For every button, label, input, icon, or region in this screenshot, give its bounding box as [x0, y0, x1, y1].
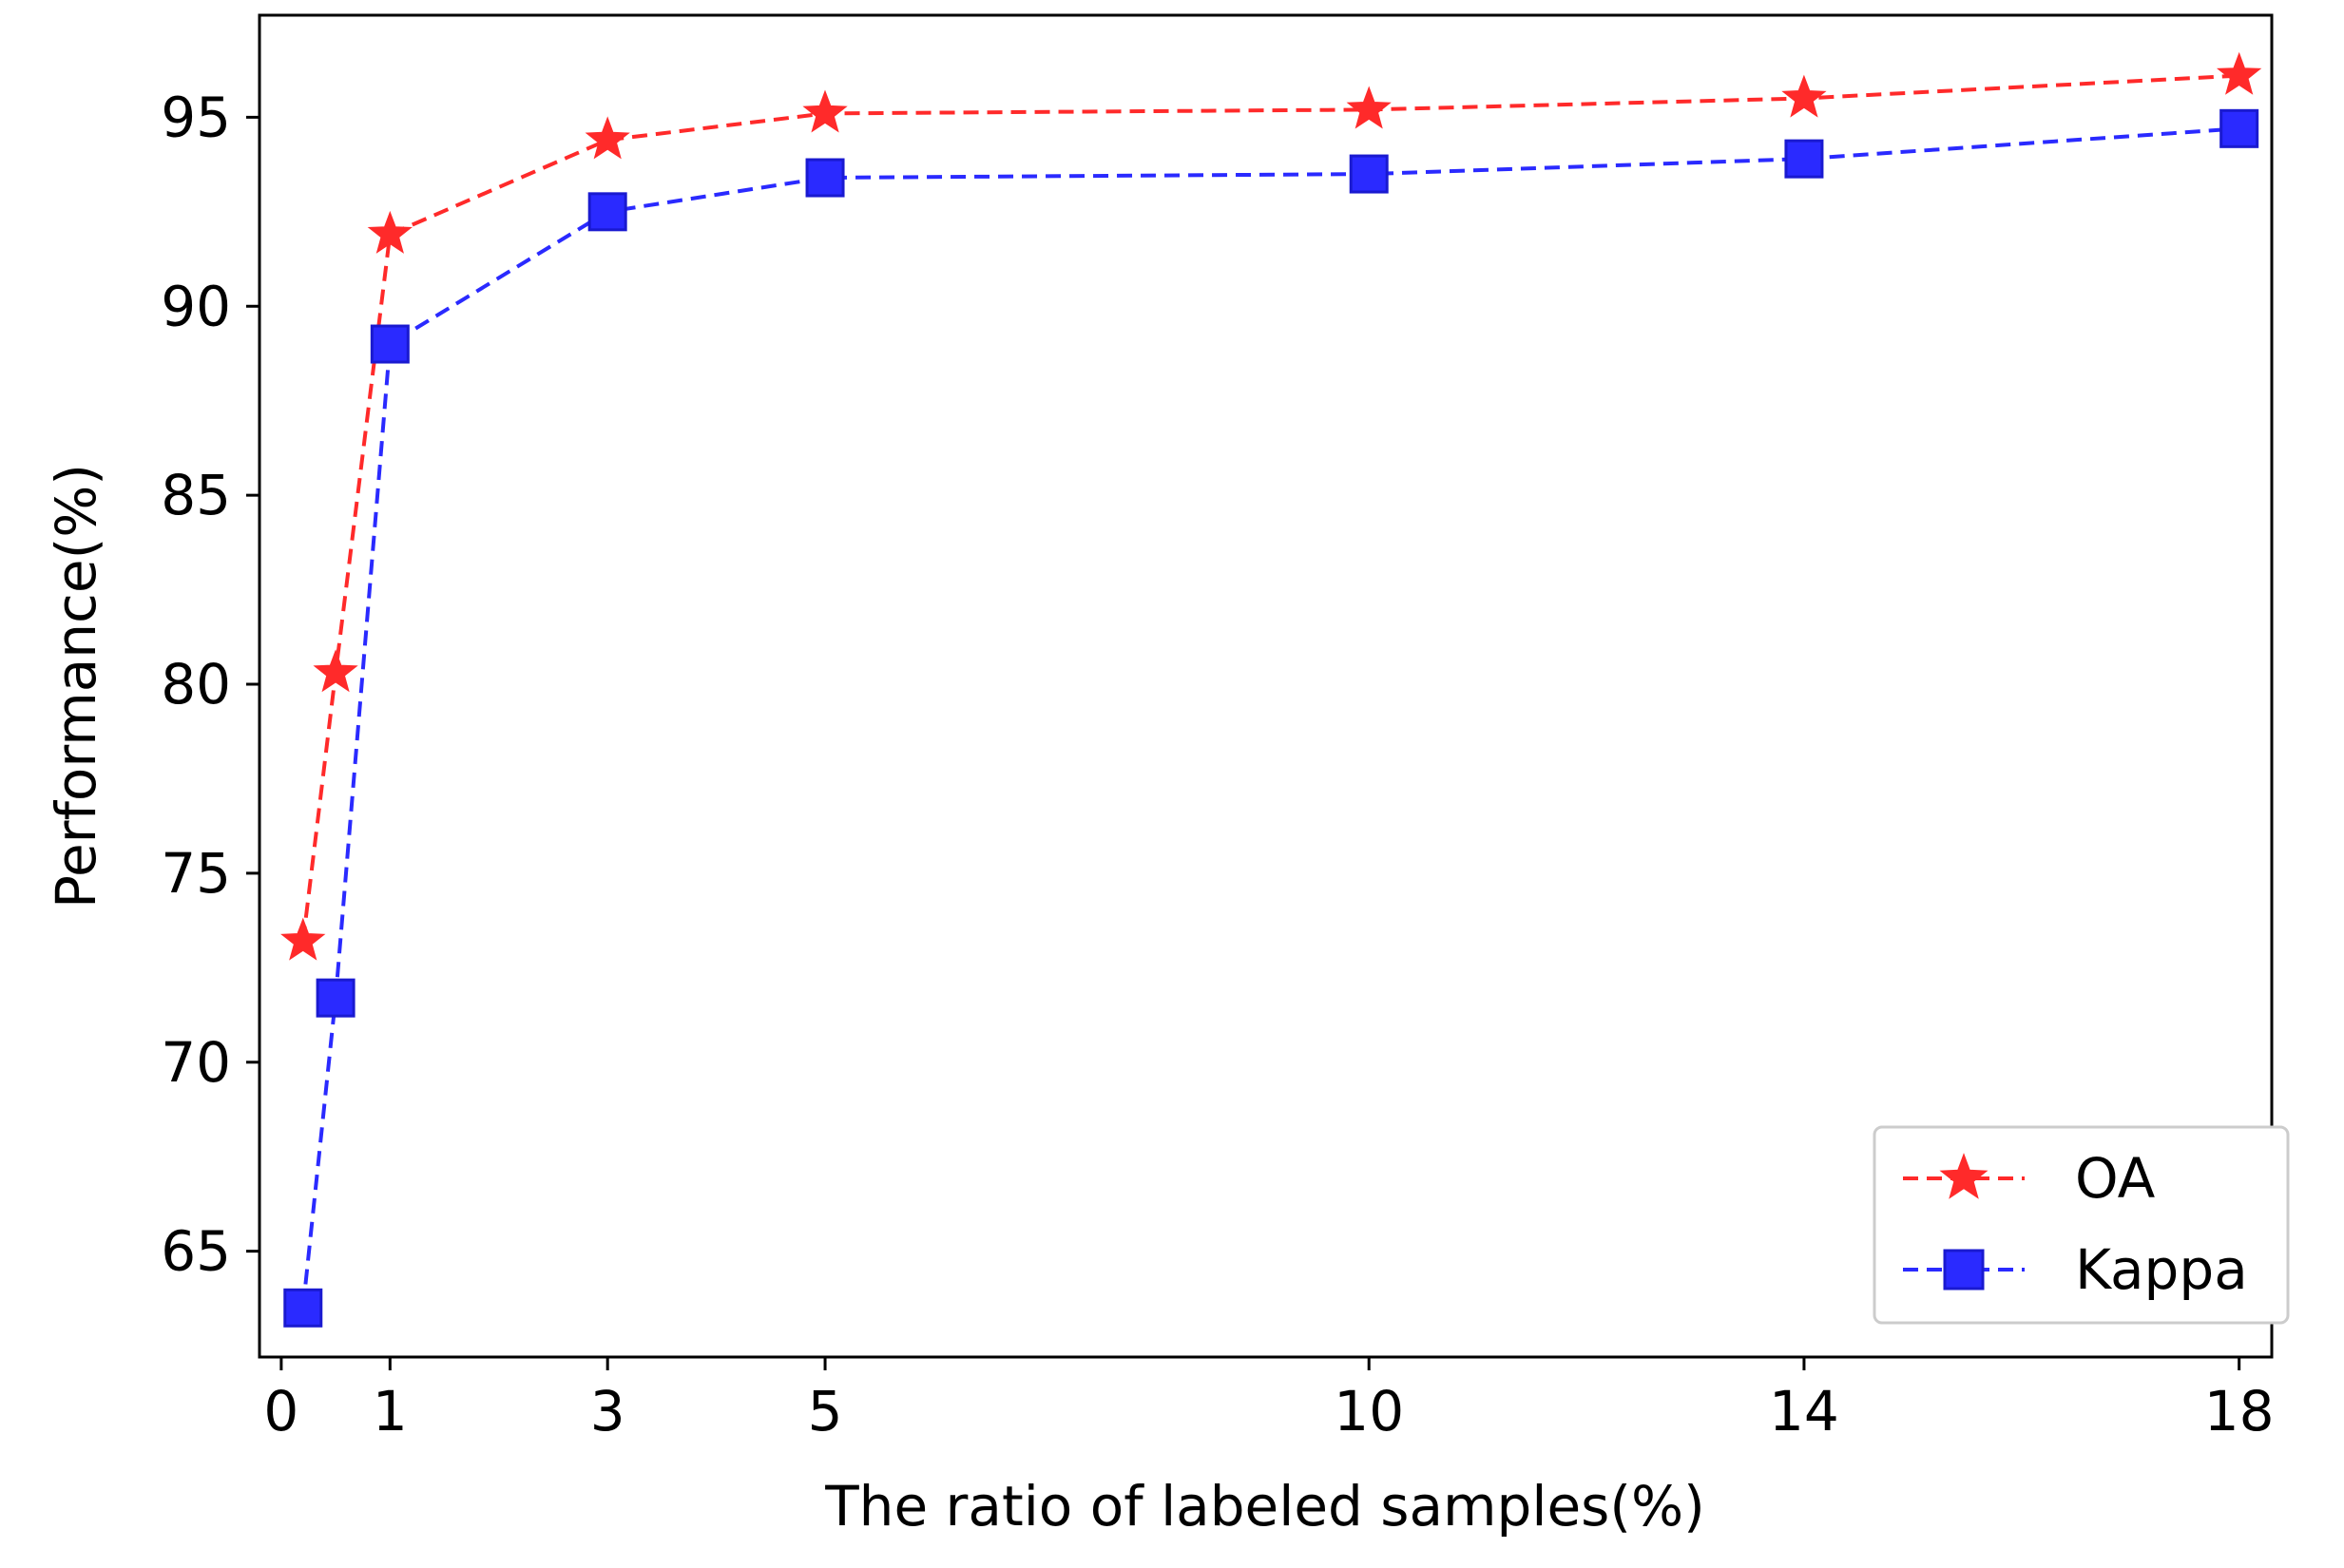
x-tick-label: 18: [2204, 1379, 2275, 1444]
data-point-kappa: [316, 978, 355, 1018]
x-tick-label: 5: [808, 1379, 843, 1444]
series-line-oa: [300, 73, 2239, 942]
data-point-oa: [1346, 86, 1392, 129]
data-point-oa: [367, 210, 413, 254]
y-tick-label: 95: [161, 85, 231, 149]
y-tick-label: 80: [161, 652, 231, 717]
data-point-kappa: [2219, 108, 2259, 148]
x-tick-label: 1: [373, 1379, 408, 1444]
x-axis-ticks: 0 1 3 5 10 14 18: [263, 1357, 2275, 1444]
data-point-oa: [313, 649, 358, 693]
data-point-kappa: [1349, 154, 1389, 194]
x-tick-label: 0: [263, 1379, 298, 1444]
x-axis-label: The ratio of labeled samples(%): [824, 1474, 1704, 1539]
y-tick-label: 90: [161, 274, 231, 338]
data-point-kappa: [370, 324, 410, 364]
y-tick-label: 65: [161, 1219, 231, 1284]
legend-entries: OA Kappa: [1903, 1146, 2248, 1302]
data-point-oa: [1781, 74, 1827, 118]
legend-label-kappa: Kappa: [2075, 1237, 2248, 1302]
series-oa: [280, 51, 2262, 961]
series-line-kappa: [300, 126, 2239, 1309]
plot-frame: [258, 13, 2274, 1359]
series-layer: [280, 51, 2262, 1328]
series-kappa: [283, 108, 2259, 1328]
data-point-kappa: [1784, 139, 1824, 179]
x-tick-label: 14: [1769, 1379, 1839, 1444]
legend-label-oa: OA: [2075, 1146, 2156, 1211]
data-point-oa: [585, 116, 630, 160]
x-tick-label: 10: [1334, 1379, 1404, 1444]
legend: OA Kappa: [1873, 1125, 2290, 1325]
x-tick-label: 3: [590, 1379, 625, 1444]
legend-marker-kappa: [1943, 1249, 1985, 1291]
data-point-kappa: [805, 158, 845, 198]
y-tick-label: 85: [161, 463, 231, 527]
data-point-kappa: [587, 192, 627, 232]
data-point-oa: [802, 89, 848, 133]
y-tick-label: 70: [161, 1030, 231, 1095]
legend-marker-oa: [1939, 1153, 1989, 1199]
data-point-oa: [280, 917, 326, 961]
data-point-oa: [2216, 51, 2262, 95]
y-tick-label: 75: [161, 841, 231, 906]
y-axis-ticks: 65 70 75 80 85 90 95: [161, 85, 259, 1284]
y-axis-label: Performance(%): [44, 464, 108, 908]
data-point-kappa: [283, 1288, 323, 1328]
